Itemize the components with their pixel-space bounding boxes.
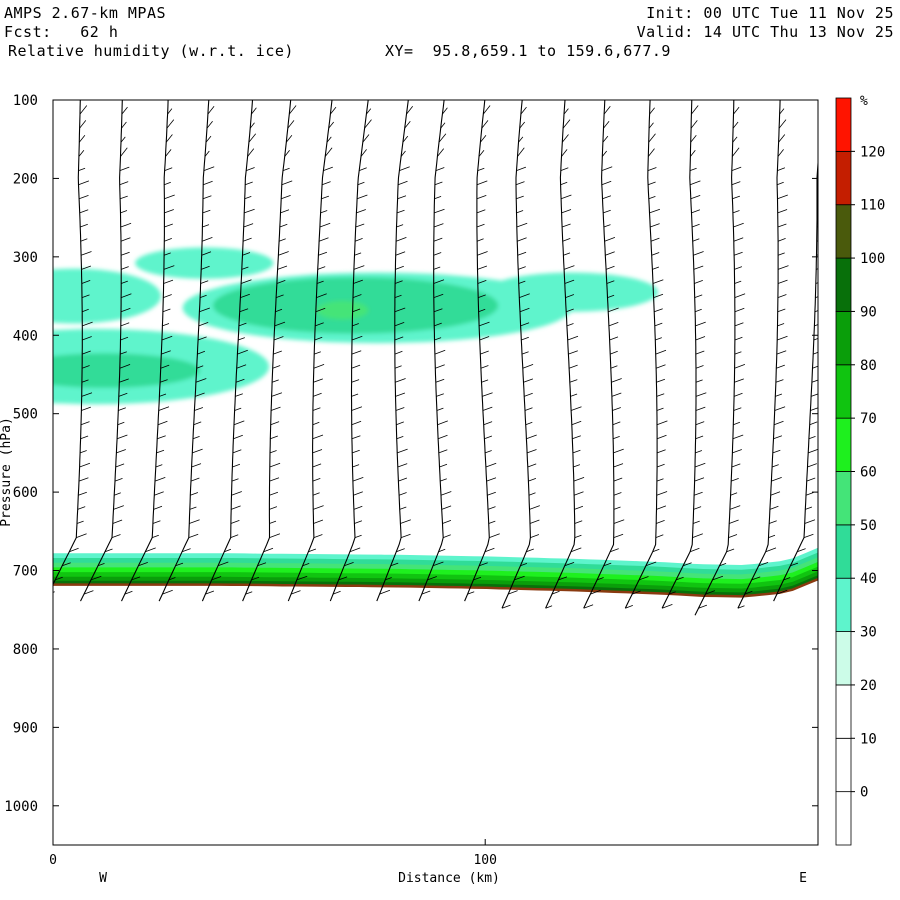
colorbar-swatch <box>835 364 852 419</box>
field-name: Relative humidity (w.r.t. ice) <box>8 42 294 60</box>
wind-barbs <box>53 100 818 616</box>
colorbar-swatch <box>835 150 852 206</box>
wind-barb-profile <box>624 100 668 609</box>
colorbar-label: 120 <box>860 144 885 160</box>
y-tick-label: 400 <box>13 328 38 344</box>
rh-region <box>53 268 162 324</box>
x-tick-label: 100 <box>473 853 496 868</box>
plot-frame <box>52 99 819 846</box>
wind-barb-profile <box>418 100 452 602</box>
rh-region <box>135 247 274 279</box>
colorbar-swatch <box>835 791 852 846</box>
valid-time: Valid: 14 UTC Thu 13 Nov 25 <box>636 23 894 41</box>
wind-barb-profile <box>376 100 414 602</box>
wind-barb-profile <box>201 100 257 602</box>
wind-barb-profile <box>773 153 818 602</box>
y-tick-label: 100 <box>13 93 38 109</box>
rh-region <box>316 300 369 320</box>
y-tick-label: 900 <box>13 720 38 736</box>
axes: 100 200 300 400 500 600 700 800 900 1000 0 100 Dista… <box>0 93 818 886</box>
colorbar-swatch <box>835 737 852 793</box>
rh-region <box>485 272 659 312</box>
colorbar-swatch <box>835 684 852 739</box>
wind-barb-profile <box>545 100 585 609</box>
east-label: E <box>799 871 807 886</box>
colorbar-label: 10 <box>860 731 877 747</box>
colorbar-swatch <box>835 257 852 312</box>
wind-barb-profile <box>329 100 372 602</box>
x-axis-label: Distance (km) <box>398 871 500 886</box>
wind-barb-profile <box>737 100 789 609</box>
wind-barb-profile <box>501 100 540 609</box>
wind-barb-profile <box>53 100 93 593</box>
colorbar-swatch <box>835 577 852 632</box>
y-axis-label: Pressure (hPa) <box>0 417 14 527</box>
cross-section-endpoints: XY= 95.8,659.1 to 159.6,677.9 <box>385 42 671 60</box>
colorbar-swatch <box>835 311 852 366</box>
colorbar-label: 100 <box>860 251 885 267</box>
colorbar-swatch <box>835 631 852 686</box>
colorbar-unit: % <box>860 94 868 109</box>
west-label: W <box>99 871 107 886</box>
model-title: AMPS 2.67-km MPAS <box>4 4 167 22</box>
upper-moist-regions <box>53 247 659 405</box>
wind-barb-profile <box>121 100 175 602</box>
init-time: Init: 00 UTC Tue 11 Nov 25 <box>646 4 894 22</box>
colorbar-label: 30 <box>860 625 877 641</box>
y-tick-label: 300 <box>13 250 38 266</box>
wind-barb-profile <box>158 100 215 602</box>
wind-barb-profile <box>242 100 297 602</box>
colorbar-swatch <box>835 204 852 259</box>
colorbar-swatch <box>835 471 852 526</box>
wind-barb-profile <box>694 100 746 616</box>
colorbar-label: 0 <box>860 785 868 801</box>
colorbar-swatch <box>835 524 852 579</box>
x-tick-label: 0 <box>49 853 57 868</box>
colorbar-label: 40 <box>860 571 877 587</box>
wind-barb-profile <box>661 100 707 609</box>
y-tick-label: 800 <box>13 642 38 658</box>
colorbar-label: 110 <box>860 198 885 214</box>
rh-region <box>53 353 200 388</box>
colorbar-swatch <box>835 97 852 152</box>
y-tick-label: 700 <box>13 564 38 580</box>
y-tick-label: 200 <box>13 171 38 187</box>
colorbar-label: 70 <box>860 411 877 427</box>
colorbar: 0 10 20 30 40 50 60 70 80 90 100 110 120% <box>835 94 885 846</box>
y-tick-label: 600 <box>13 485 38 501</box>
colorbar-label: 50 <box>860 518 877 534</box>
terrain-line <box>53 578 818 598</box>
colorbar-label: 20 <box>860 678 877 694</box>
forecast-hour: Fcst: 62 h <box>4 23 119 41</box>
wind-barb-profile <box>287 100 337 602</box>
wind-barb-profile <box>464 100 500 602</box>
y-tick-label: 500 <box>13 407 38 423</box>
wind-barb-profile <box>80 100 132 602</box>
colorbar-swatch <box>835 417 852 472</box>
colorbar-label: 60 <box>860 465 877 481</box>
y-tick-label: 1000 <box>4 799 38 815</box>
wind-barb-profile <box>583 100 625 609</box>
colorbar-label: 80 <box>860 358 877 374</box>
colorbar-label: 90 <box>860 304 877 320</box>
